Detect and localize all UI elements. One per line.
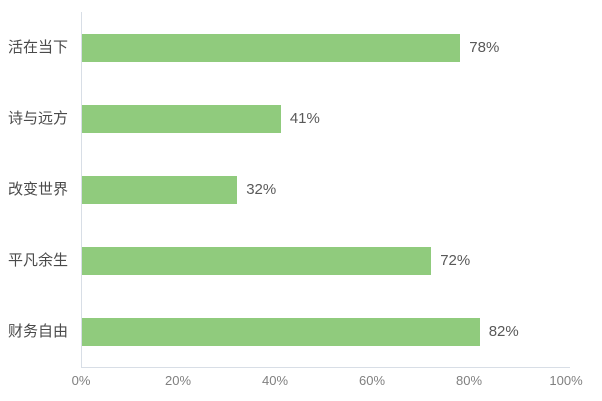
category-label: 活在当下 <box>8 38 69 56</box>
bar <box>82 175 238 204</box>
x-tick-label: 80% <box>455 373 483 388</box>
bar-row: 82% <box>82 297 570 368</box>
category-label: 改变世界 <box>8 181 69 198</box>
bar-row: 32% <box>82 154 570 225</box>
bar-row: 72% <box>82 226 570 297</box>
bar <box>82 247 432 276</box>
category-label: 财务自由 <box>8 323 69 341</box>
category-label: 平凡余生 <box>8 252 69 270</box>
bar <box>82 318 480 347</box>
plot-area: 78% 41% 32% 72% 82% <box>81 12 570 368</box>
value-label: 32% <box>246 180 277 198</box>
bar <box>82 104 281 133</box>
x-tick-label: 20% <box>164 373 192 388</box>
value-label: 82% <box>488 323 519 341</box>
bar-row: 78% <box>82 12 570 83</box>
value-label: 72% <box>440 252 471 270</box>
value-label: 41% <box>289 109 320 127</box>
bar <box>82 33 461 62</box>
x-tick-label: 60% <box>358 373 386 388</box>
x-tick-label: 40% <box>261 373 289 388</box>
value-label: 78% <box>469 38 500 56</box>
x-tick-label: 100% <box>549 373 583 388</box>
category-label: 诗与远方 <box>8 109 69 127</box>
x-tick-label: 0% <box>71 373 91 388</box>
bar-row: 41% <box>82 83 570 154</box>
